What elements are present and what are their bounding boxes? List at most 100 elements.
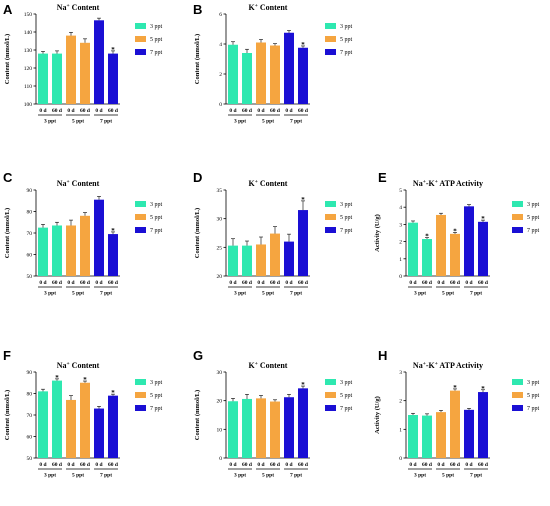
- bar: [256, 42, 266, 104]
- panel-title: K+ Content: [249, 361, 288, 370]
- significance-marker: *: [453, 227, 457, 235]
- legend-swatch: [135, 23, 146, 29]
- bar: [298, 47, 308, 104]
- y-tick-label: 3: [399, 222, 402, 228]
- legend-label: 3 ppt: [150, 24, 163, 30]
- group-label: 5 ppt: [72, 473, 84, 479]
- legend-swatch: [325, 379, 336, 385]
- bar: [38, 53, 48, 104]
- title-part: Content: [258, 3, 288, 12]
- y-tick-label: 35: [217, 188, 223, 194]
- title-part: Na: [57, 361, 67, 370]
- bar: [450, 390, 460, 458]
- bar: [408, 222, 418, 276]
- legend-swatch: [512, 392, 523, 398]
- legend-swatch: [325, 23, 336, 29]
- bar: [270, 45, 280, 104]
- legend-label: 3 ppt: [150, 380, 163, 386]
- x-tick-label: 0 d: [285, 108, 292, 114]
- y-tick-label: 0: [219, 456, 222, 462]
- x-tick-label: 60 d: [52, 280, 62, 286]
- title-part: K: [249, 361, 256, 370]
- panel-title: Na+-K+ ATP Activity: [413, 179, 483, 188]
- legend-label: 5 ppt: [340, 393, 353, 399]
- x-tick-label: 0 d: [409, 462, 416, 468]
- x-tick-label: 0 d: [229, 280, 236, 286]
- title-superscript: +: [435, 179, 438, 185]
- title-part: Na: [57, 3, 67, 12]
- title-superscript: +: [67, 179, 70, 185]
- x-tick-label: 60 d: [450, 462, 460, 468]
- bar: [450, 233, 460, 276]
- legend-label: 5 ppt: [150, 215, 163, 221]
- y-tick-label: 2: [399, 399, 402, 405]
- title-part: Content: [258, 361, 288, 370]
- bar: [256, 244, 266, 276]
- panel-title: Na+ Content: [57, 179, 100, 188]
- significance-marker: *: [111, 389, 115, 397]
- group-label: 7 ppt: [100, 291, 112, 297]
- bar: [242, 398, 252, 458]
- significance-marker: *: [301, 381, 305, 389]
- x-tick-label: 60 d: [422, 462, 432, 468]
- group-label: 3 ppt: [44, 473, 56, 479]
- title-superscript: +: [423, 179, 426, 185]
- y-tick-label: 150: [24, 12, 33, 18]
- y-tick-label: 60: [27, 253, 33, 259]
- panel-letter: C: [3, 170, 13, 185]
- y-tick-label: 50: [27, 456, 33, 462]
- x-tick-label: 0 d: [229, 108, 236, 114]
- y-tick-label: 70: [27, 231, 33, 237]
- bar: [478, 221, 488, 276]
- legend-label: 7 ppt: [150, 228, 163, 234]
- y-tick-label: 20: [217, 399, 223, 405]
- y-tick-label: 3: [399, 370, 402, 376]
- x-tick-label: 0 d: [465, 280, 472, 286]
- legend-label: 5 ppt: [527, 393, 540, 399]
- legend-label: 5 ppt: [150, 37, 163, 43]
- y-tick-label: 100: [24, 102, 33, 108]
- x-tick-label: 0 d: [39, 280, 46, 286]
- y-tick-label: 4: [399, 205, 402, 211]
- title-part: Na: [413, 361, 423, 370]
- panel-g: G K+ Content Content (mmol/L) 0 10 20 30 0 d 60 …: [193, 348, 353, 479]
- significance-marker: *: [481, 385, 485, 393]
- title-part: K: [249, 3, 256, 12]
- y-tick-label: 140: [24, 30, 33, 36]
- bar: [408, 415, 418, 458]
- legend-swatch: [135, 214, 146, 220]
- panel-title: Na+ Content: [57, 361, 100, 370]
- y-tick-label: 90: [27, 370, 33, 376]
- y-tick-label: 30: [217, 217, 223, 223]
- legend-label: 3 ppt: [340, 380, 353, 386]
- group-label: 3 ppt: [234, 291, 246, 297]
- y-tick-label: 0: [399, 274, 402, 280]
- legend-label: 3 ppt: [150, 202, 163, 208]
- group-label: 7 ppt: [100, 119, 112, 125]
- bar: [284, 241, 294, 276]
- bar: [80, 382, 90, 458]
- legend-swatch: [135, 405, 146, 411]
- title-part: Content: [70, 361, 100, 370]
- y-axis-label: Activity (U/g): [374, 396, 381, 434]
- x-tick-label: 0 d: [95, 280, 102, 286]
- x-tick-label: 60 d: [80, 462, 90, 468]
- legend-label: 7 ppt: [340, 406, 353, 412]
- bar: [108, 395, 118, 458]
- panel-letter: D: [193, 170, 202, 185]
- legend-swatch: [135, 201, 146, 207]
- x-tick-label: 60 d: [422, 280, 432, 286]
- bar: [52, 380, 62, 458]
- group-label: 3 ppt: [234, 119, 246, 125]
- bar: [80, 42, 90, 104]
- title-part: Na: [57, 179, 67, 188]
- bar: [38, 227, 48, 276]
- legend-label: 7 ppt: [150, 406, 163, 412]
- significance-marker: *: [301, 196, 305, 204]
- bar: [228, 44, 238, 104]
- x-tick-label: 60 d: [108, 280, 118, 286]
- bar: [298, 388, 308, 458]
- bar: [66, 35, 76, 104]
